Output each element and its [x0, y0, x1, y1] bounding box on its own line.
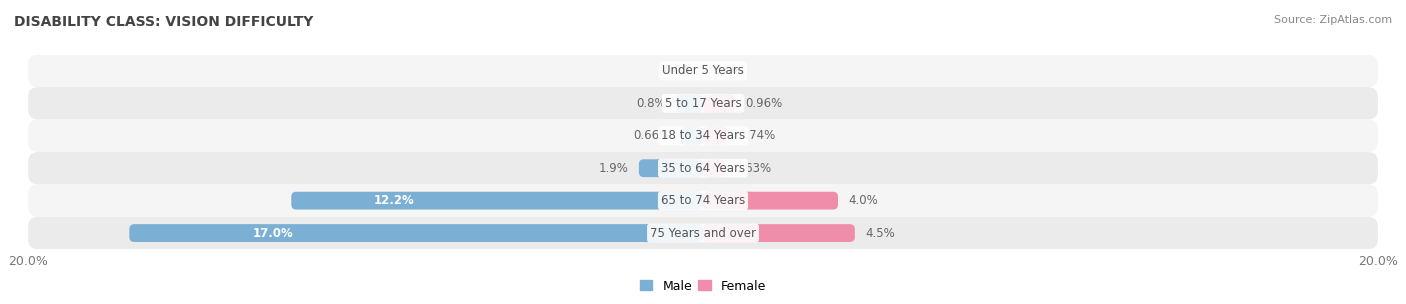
- Text: 17.0%: 17.0%: [253, 226, 292, 240]
- FancyBboxPatch shape: [638, 159, 703, 177]
- FancyBboxPatch shape: [703, 159, 724, 177]
- FancyBboxPatch shape: [129, 224, 703, 242]
- FancyBboxPatch shape: [703, 95, 735, 112]
- FancyBboxPatch shape: [681, 127, 703, 145]
- Text: 0.63%: 0.63%: [734, 162, 772, 175]
- Text: 0.74%: 0.74%: [738, 129, 775, 142]
- Text: 5 to 17 Years: 5 to 17 Years: [665, 97, 741, 110]
- Text: DISABILITY CLASS: VISION DIFFICULTY: DISABILITY CLASS: VISION DIFFICULTY: [14, 15, 314, 29]
- Text: 12.2%: 12.2%: [374, 194, 415, 207]
- FancyBboxPatch shape: [28, 152, 1378, 185]
- FancyBboxPatch shape: [28, 119, 1378, 152]
- Text: 0.0%: 0.0%: [713, 64, 742, 78]
- Text: 4.0%: 4.0%: [848, 194, 877, 207]
- Text: 0.96%: 0.96%: [745, 97, 783, 110]
- Text: Under 5 Years: Under 5 Years: [662, 64, 744, 78]
- FancyBboxPatch shape: [291, 192, 703, 209]
- Text: Source: ZipAtlas.com: Source: ZipAtlas.com: [1274, 15, 1392, 25]
- FancyBboxPatch shape: [28, 185, 1378, 217]
- Text: 0.0%: 0.0%: [664, 64, 693, 78]
- FancyBboxPatch shape: [28, 55, 1378, 87]
- FancyBboxPatch shape: [703, 127, 728, 145]
- FancyBboxPatch shape: [676, 95, 703, 112]
- Text: 65 to 74 Years: 65 to 74 Years: [661, 194, 745, 207]
- FancyBboxPatch shape: [703, 224, 855, 242]
- Text: 0.8%: 0.8%: [637, 97, 666, 110]
- FancyBboxPatch shape: [703, 192, 838, 209]
- Text: 4.5%: 4.5%: [865, 226, 894, 240]
- Text: 18 to 34 Years: 18 to 34 Years: [661, 129, 745, 142]
- FancyBboxPatch shape: [28, 217, 1378, 249]
- Text: 75 Years and over: 75 Years and over: [650, 226, 756, 240]
- Text: 0.66%: 0.66%: [633, 129, 671, 142]
- Legend: Male, Female: Male, Female: [636, 275, 770, 298]
- Text: 1.9%: 1.9%: [599, 162, 628, 175]
- FancyBboxPatch shape: [28, 87, 1378, 119]
- Text: 35 to 64 Years: 35 to 64 Years: [661, 162, 745, 175]
